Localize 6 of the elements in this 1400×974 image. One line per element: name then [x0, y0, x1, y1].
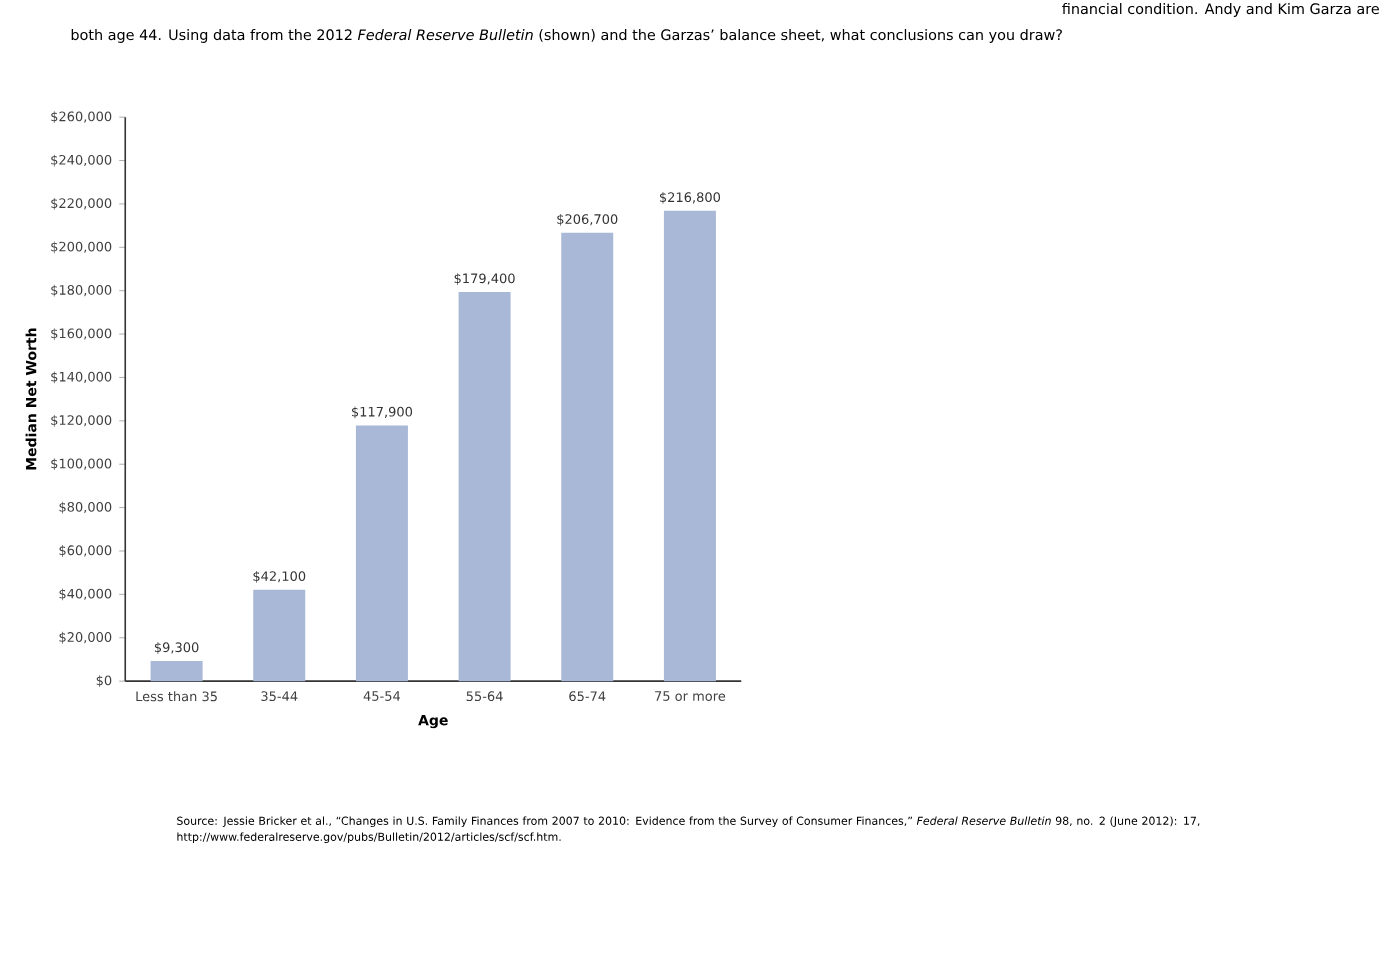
- bar: [150, 660, 203, 682]
- bar: [561, 232, 614, 682]
- bar: [663, 210, 716, 682]
- bar: [355, 425, 408, 682]
- bar: [253, 589, 306, 682]
- bar: [458, 291, 511, 682]
